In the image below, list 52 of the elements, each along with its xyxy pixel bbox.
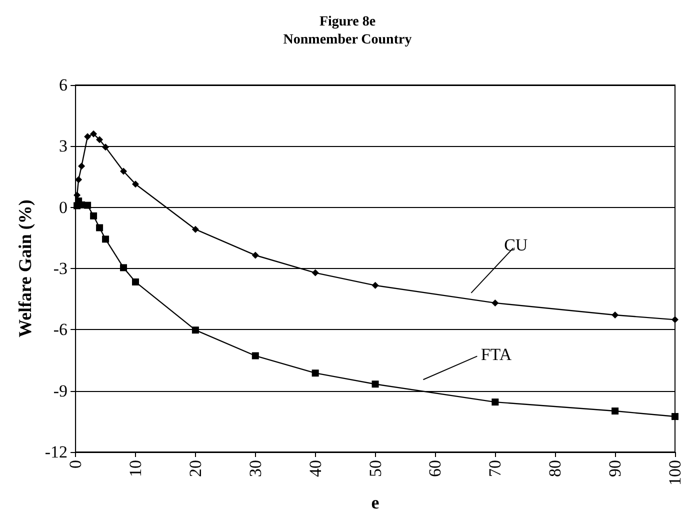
y-tick-label: -9 xyxy=(53,381,68,400)
x-tick-label: 50 xyxy=(366,460,385,477)
point xyxy=(492,398,499,406)
y-tick-label: -3 xyxy=(53,259,68,278)
chart-title: Figure 8e xyxy=(319,14,376,30)
point xyxy=(84,133,92,140)
point xyxy=(102,144,110,151)
y-tick-label: 3 xyxy=(59,136,68,156)
point xyxy=(372,380,379,388)
y-axis-title: Welfare Gain (%) xyxy=(15,200,35,338)
x-tick-label: 0 xyxy=(66,460,86,468)
point xyxy=(672,316,678,324)
x-tick-label: 100 xyxy=(666,460,684,486)
point xyxy=(75,176,82,184)
x-tick-label: 80 xyxy=(546,460,565,477)
point xyxy=(132,180,140,188)
point xyxy=(612,408,619,415)
point xyxy=(120,168,128,175)
point xyxy=(78,162,86,170)
x-tick-label: 10 xyxy=(126,460,146,477)
point xyxy=(612,311,619,318)
x-axis-title: e xyxy=(371,492,380,512)
point xyxy=(672,413,678,420)
point xyxy=(96,136,104,144)
point xyxy=(312,269,319,276)
x-tick-label: 90 xyxy=(606,460,625,477)
y-tick-label: -12 xyxy=(44,442,68,462)
point xyxy=(192,226,199,233)
y-tick-label: -6 xyxy=(53,320,68,340)
point xyxy=(312,370,319,377)
text: CU xyxy=(504,236,528,255)
point xyxy=(192,326,199,334)
point xyxy=(84,202,92,209)
point xyxy=(102,236,110,243)
point xyxy=(120,264,128,272)
point xyxy=(252,252,259,259)
point xyxy=(132,278,140,286)
point xyxy=(96,224,104,232)
point xyxy=(372,282,379,289)
point xyxy=(90,130,98,138)
point xyxy=(492,299,499,306)
point xyxy=(90,212,98,220)
point xyxy=(252,352,259,360)
chart-subtitle: Nonmember Country xyxy=(283,32,412,48)
x-tick-label: 70 xyxy=(486,460,505,477)
x-tick-label: 30 xyxy=(246,460,265,477)
y-tick-label: 0 xyxy=(59,198,68,217)
y-tick-label: 6 xyxy=(59,76,68,94)
x-tick-label: 20 xyxy=(186,460,205,477)
x-tick-label: 60 xyxy=(426,460,445,477)
text: FTA xyxy=(480,345,512,364)
x-tick-label: 40 xyxy=(306,460,325,477)
